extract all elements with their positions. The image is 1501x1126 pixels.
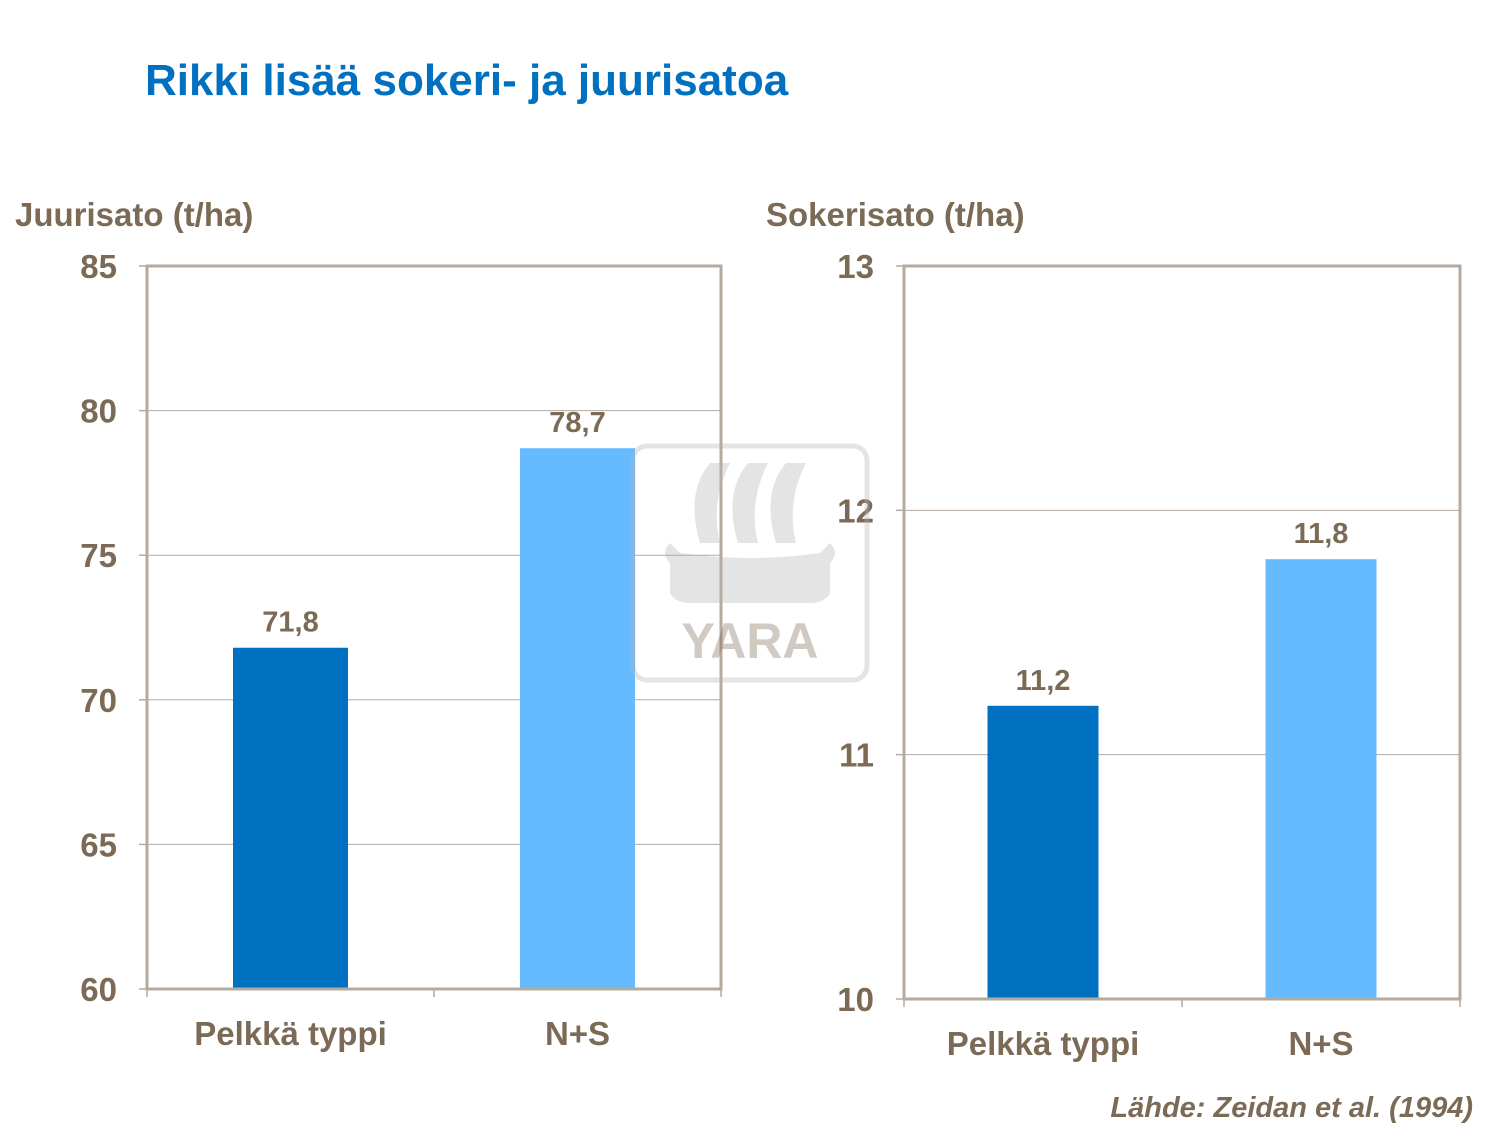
bar-ns xyxy=(520,448,635,989)
plot-frame xyxy=(145,264,723,991)
y-tick-label: 65 xyxy=(80,826,117,863)
x-category-label: Pelkkä typpi xyxy=(947,1025,1140,1062)
data-label: 11,8 xyxy=(1294,518,1349,550)
y-tick-label: 10 xyxy=(837,981,874,1018)
x-category-label: Pelkkä typpi xyxy=(194,1015,387,1052)
x-category-label: N+S xyxy=(1288,1025,1353,1062)
bar-pelkka-typpi xyxy=(987,705,1099,999)
right-chart-ylabel: Sokerisato (t/ha) xyxy=(766,196,1025,233)
y-tick-label: 80 xyxy=(80,393,117,430)
plot-frame xyxy=(902,264,1462,1001)
y-tick-label: 13 xyxy=(837,248,874,285)
left-chart-ylabel: Juurisato (t/ha) xyxy=(15,196,254,233)
bar-ns xyxy=(1265,559,1377,999)
source-note: Lähde: Zeidan et al. (1994) xyxy=(1110,1092,1473,1124)
data-label: 78,7 xyxy=(549,407,605,439)
y-tick-label: 75 xyxy=(80,537,117,574)
y-tick-label: 11 xyxy=(839,737,874,774)
bar-pelkka-typpi xyxy=(233,647,348,989)
data-label: 71,8 xyxy=(262,607,318,639)
page-title: Rikki lisää sokeri- ja juurisatoa xyxy=(145,56,789,105)
y-tick-label: 70 xyxy=(80,682,117,719)
y-tick-label: 60 xyxy=(80,971,117,1008)
data-label: 11,2 xyxy=(1016,665,1071,697)
x-category-label: N+S xyxy=(545,1015,610,1052)
y-tick-label: 12 xyxy=(837,492,874,529)
y-tick-label: 85 xyxy=(80,248,117,285)
